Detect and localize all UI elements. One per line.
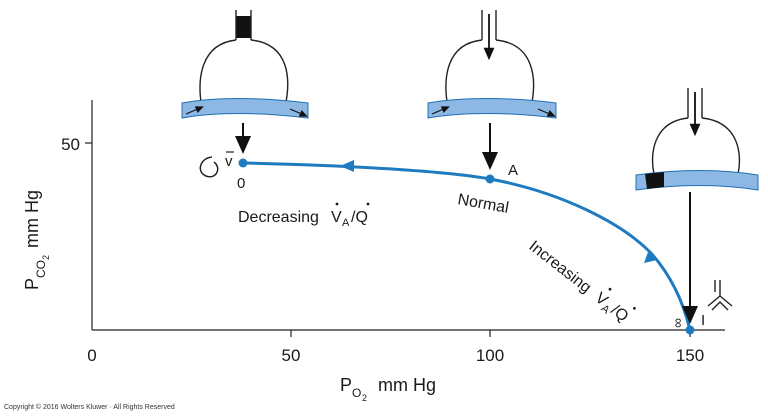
decreasing-label: Decreasing V A /Q	[238, 202, 370, 229]
capillary-2	[427, 98, 557, 119]
y-tick-label-50: 50	[61, 135, 80, 154]
infinity-symbol: ∞	[671, 318, 687, 328]
svg-text:/Q: /Q	[351, 209, 368, 226]
venous-zero: 0	[237, 175, 245, 192]
svg-text:Decreasing: Decreasing	[238, 209, 319, 226]
svg-text:A: A	[342, 217, 350, 229]
svg-text:O: O	[352, 386, 361, 400]
point-normal	[485, 174, 495, 184]
point-venous	[238, 158, 248, 168]
airway-icon	[707, 280, 733, 311]
svg-text:2: 2	[41, 255, 51, 260]
venous-symbol: v	[225, 153, 233, 170]
x-tick-label-0: 0	[87, 346, 96, 365]
svg-text:2: 2	[362, 393, 367, 403]
curve-line	[242, 161, 692, 331]
x-tick-label-150: 150	[676, 346, 704, 365]
svg-text:/Q: /Q	[607, 302, 631, 326]
svg-text:mm Hg: mm Hg	[22, 190, 42, 248]
curve-arrow-left	[340, 160, 354, 172]
capillary-1	[181, 98, 309, 119]
normal-label: Normal	[456, 191, 510, 217]
svg-text:P: P	[340, 375, 352, 395]
va-q-curve	[238, 158, 695, 335]
venous-loop-icon	[199, 156, 219, 178]
alveolus-blocked-blood-flow	[635, 88, 759, 324]
curve-arrow-down	[644, 252, 657, 263]
y-axis-label: P CO 2 mm Hg	[22, 190, 51, 290]
curve-labels: Normal Decreasing V A /Q Increasing V A …	[238, 191, 636, 326]
copyright-notice: Copyright © 2016 Wolters Kluwer · All Ri…	[4, 404, 175, 411]
svg-text:Increasing: Increasing	[526, 238, 595, 297]
airway-block-icon	[236, 16, 251, 38]
blood-block-icon	[645, 172, 664, 189]
svg-text:P: P	[22, 278, 42, 290]
x-tick-label-100: 100	[476, 346, 504, 365]
x-axis-label: P O 2 mm Hg	[340, 375, 436, 403]
svg-text:V: V	[331, 209, 342, 226]
inspired-letter: I	[701, 312, 705, 329]
alveolus-normal	[427, 10, 557, 170]
alveolus-blocked-airway	[181, 10, 309, 154]
increasing-label: Increasing V A /Q	[526, 238, 636, 326]
point-inspired	[685, 325, 695, 335]
x-tick-label-50: 50	[282, 346, 301, 365]
svg-text:mm Hg: mm Hg	[378, 375, 436, 395]
svg-text:CO: CO	[34, 260, 48, 278]
capillary-3	[635, 170, 759, 191]
axes: 50 0 50 100 150 P O 2 mm Hg P CO 2 mm Hg	[22, 100, 725, 403]
normal-point-letter: A	[508, 162, 518, 179]
point-labels: v 0 A ∞ I	[199, 151, 733, 329]
